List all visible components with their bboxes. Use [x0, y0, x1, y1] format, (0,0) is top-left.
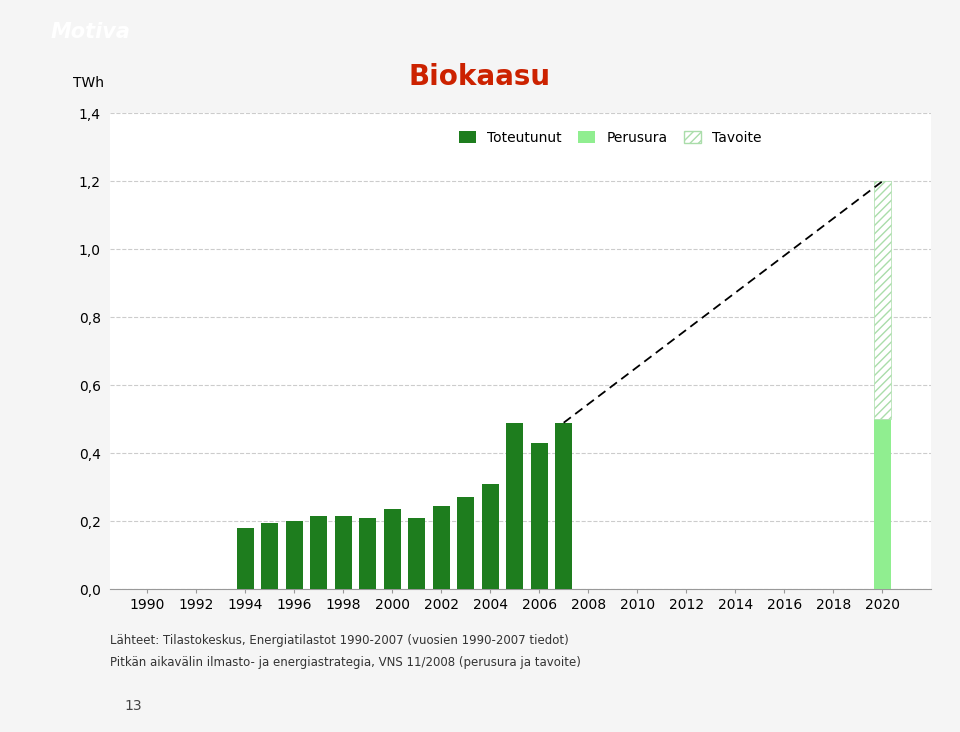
Bar	[359, 518, 376, 589]
Bar	[236, 528, 253, 589]
Bar	[482, 484, 499, 589]
Text: Lähteet: Tilastokeskus, Energiatilastot 1990-2007 (vuosien 1990-2007 tiedot): Lähteet: Tilastokeskus, Energiatilastot …	[110, 634, 569, 647]
Bar	[261, 523, 278, 589]
Text: 13: 13	[125, 699, 142, 714]
Text: Pitkän aikavälin ilmasto- ja energiastrategia, VNS 11/2008 (perusura ja tavoite): Pitkän aikavälin ilmasto- ja energiastra…	[110, 656, 581, 669]
Bar	[285, 521, 302, 589]
Bar	[874, 419, 891, 589]
Text: Biokaasu: Biokaasu	[409, 63, 551, 91]
Bar	[335, 516, 351, 589]
Text: TWh: TWh	[74, 75, 105, 90]
Text: Motiva: Motiva	[51, 22, 131, 42]
Bar	[531, 443, 548, 589]
Bar	[506, 423, 523, 589]
Bar	[555, 423, 572, 589]
Bar	[874, 182, 891, 419]
Bar	[408, 518, 425, 589]
Bar	[384, 509, 400, 589]
Legend: Toteutunut, Perusura, Tavoite: Toteutunut, Perusura, Tavoite	[454, 125, 767, 150]
Bar	[433, 506, 449, 589]
Bar	[310, 516, 327, 589]
Bar	[457, 498, 474, 589]
